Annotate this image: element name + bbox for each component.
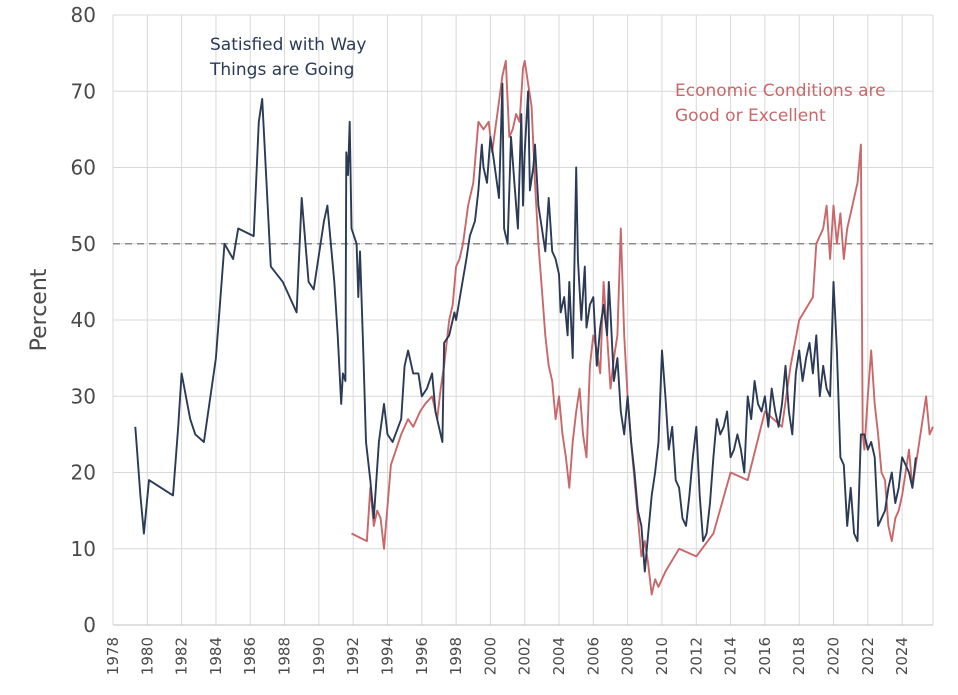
x-tick-label: 1986 bbox=[241, 637, 259, 675]
annotation-economic-conditions-line: Economic Conditions are bbox=[675, 81, 886, 101]
y-tick-label: 0 bbox=[83, 613, 96, 637]
series-line-satisfied bbox=[134, 82, 917, 573]
x-tick-label: 2020 bbox=[825, 637, 843, 675]
y-tick-label: 80 bbox=[71, 3, 96, 27]
y-tick-label: 50 bbox=[71, 232, 96, 256]
annotations: Satisfied with Way Things are Going Econom… bbox=[209, 35, 886, 126]
x-tick-label: 2024 bbox=[893, 637, 911, 675]
x-tick-label: 2002 bbox=[516, 637, 534, 675]
x-tick-label: 1984 bbox=[207, 637, 225, 675]
x-tick-label: 1978 bbox=[104, 637, 122, 675]
y-tick-label: 10 bbox=[71, 537, 96, 561]
x-tick-label: 2012 bbox=[687, 637, 705, 675]
x-tick-label: 1990 bbox=[310, 637, 328, 675]
x-tick-label: 2008 bbox=[619, 637, 637, 675]
annotation-satisfied-line: Satisfied with Way bbox=[210, 35, 367, 55]
x-tick-label: 2004 bbox=[550, 637, 568, 675]
x-tick-label: 2022 bbox=[859, 637, 877, 675]
x-tick-label: 1980 bbox=[138, 637, 156, 675]
series-layer bbox=[134, 59, 934, 596]
x-tick-label: 1998 bbox=[447, 637, 465, 675]
grid bbox=[112, 14, 934, 625]
y-tick-label: 60 bbox=[71, 156, 96, 180]
x-tick-label: 2018 bbox=[790, 637, 808, 675]
x-tick-label: 1992 bbox=[344, 637, 362, 675]
annotation-satisfied-line: Things are Going bbox=[209, 60, 354, 80]
x-tick-label: 2014 bbox=[722, 637, 740, 675]
x-tick-label: 2016 bbox=[756, 637, 774, 675]
x-tick-label: 1982 bbox=[173, 637, 191, 675]
y-tick-label: 20 bbox=[71, 461, 96, 485]
axes: 0 10 20 30 40 50 60 70 80 1978 1980 1982 1984 1986 198… bbox=[71, 3, 933, 675]
x-tick-label: 1994 bbox=[378, 637, 396, 675]
annotation-satisfied: Satisfied with Way Things are Going bbox=[209, 35, 367, 80]
y-tick-label: 40 bbox=[71, 308, 96, 332]
x-tick-label: 2000 bbox=[481, 637, 499, 675]
y-tick-label: 70 bbox=[71, 79, 96, 103]
y-axis-label: Percent bbox=[27, 268, 52, 351]
annotation-economic-conditions-line: Good or Excellent bbox=[675, 106, 826, 126]
x-tick-label: 2010 bbox=[653, 637, 671, 675]
y-tick-label: 30 bbox=[71, 384, 96, 408]
x-tick-label: 1996 bbox=[413, 637, 431, 675]
annotation-economic-conditions: Economic Conditions are Good or Excellent bbox=[675, 81, 886, 126]
x-tick-label: 1988 bbox=[276, 637, 294, 675]
x-tick-label: 2006 bbox=[584, 637, 602, 675]
